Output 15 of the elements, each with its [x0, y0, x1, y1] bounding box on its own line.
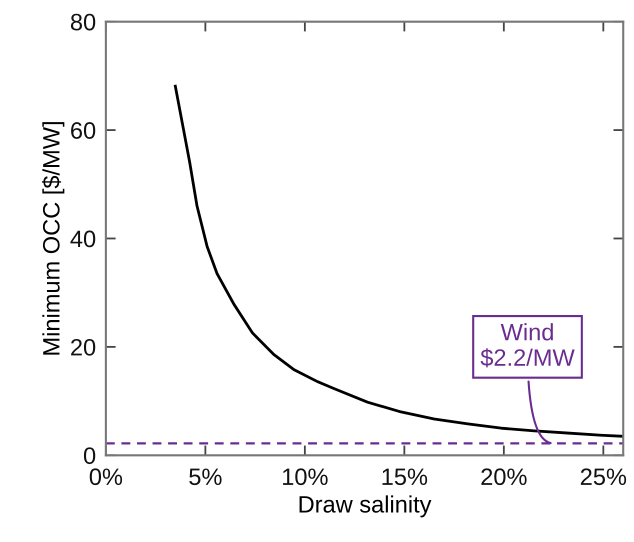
- y-tick-label: 80: [70, 14, 96, 30]
- x-tick-label: 0%: [90, 468, 122, 486]
- y-axis-title: Minimum OCC [$/MW]: [42, 122, 64, 355]
- x-tick-label: 20%: [481, 468, 527, 486]
- x-axis-title: Draw salinity: [300, 495, 432, 518]
- y-tick-label: 40: [70, 230, 96, 248]
- x-tick-label: 10%: [283, 468, 328, 486]
- y-tick-label: 0: [84, 447, 96, 464]
- line-series: [174, 84, 624, 438]
- ref-line-label: Wind $2.2/MW: [480, 323, 575, 368]
- y-tick-label: 60: [71, 122, 96, 139]
- x-tick-label: 25%: [580, 468, 626, 486]
- y-tick-label: 20: [71, 338, 96, 356]
- x-tick-label: 15%: [382, 468, 428, 486]
- x-tick-label: 5%: [189, 468, 222, 486]
